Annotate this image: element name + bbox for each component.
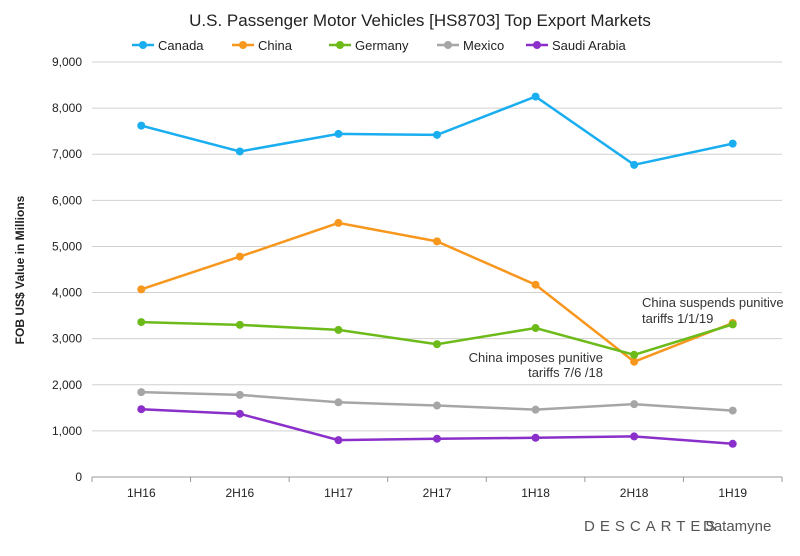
y-tick-label: 4,000	[52, 286, 82, 300]
annotation-china-suspends: China suspends punitive tariffs 1/1/19	[642, 295, 784, 326]
y-tick-label: 9,000	[52, 55, 82, 69]
x-tick-label: 1H17	[324, 486, 353, 500]
annotation-china-imposes: China imposes punitive tariffs 7/6 /18	[469, 350, 603, 380]
x-tick-label: 1H16	[127, 486, 156, 500]
y-axis: 0 1,000 2,000 3,000 4,000 5,000 6,000 7,000 8,00…	[52, 55, 82, 484]
data-point	[531, 405, 540, 414]
series-china	[137, 218, 737, 366]
y-axis-label: FOB US$ Value in Millions	[13, 195, 27, 344]
data-point	[531, 92, 540, 101]
legend-label: Germany	[355, 38, 409, 53]
legend-label: Saudi Arabia	[552, 38, 626, 53]
series-saudi-arabia	[137, 405, 737, 448]
annotation-line: China imposes punitive	[469, 350, 603, 365]
legend: Canada China Germany Mexico Saudi Arabia	[132, 38, 626, 53]
y-tick-label: 0	[75, 470, 82, 484]
x-tick-label: 2H17	[423, 486, 452, 500]
y-tick-label: 5,000	[52, 239, 82, 253]
x-axis: 1H16 2H16 1H17 2H17 1H18 2H18 1H19	[91, 477, 783, 500]
legend-label: China	[258, 38, 293, 53]
legend-label: Mexico	[463, 38, 504, 53]
descartes-logo: DESCARTES Datamyne	[584, 518, 771, 535]
series-canada	[137, 92, 737, 169]
y-tick-label: 1,000	[52, 424, 82, 438]
y-tick-label: 2,000	[52, 378, 82, 392]
y-tick-label: 6,000	[52, 193, 82, 207]
data-point	[137, 121, 146, 130]
legend-marker	[533, 41, 541, 49]
data-point	[531, 324, 540, 333]
data-point	[334, 129, 343, 138]
y-tick-label: 8,000	[52, 101, 82, 115]
data-point	[433, 401, 441, 410]
annotation-line: tariffs 7/6 /18	[528, 365, 603, 380]
legend-marker	[336, 41, 344, 49]
data-point	[235, 390, 244, 399]
data-point	[728, 139, 737, 148]
chart-title: U.S. Passenger Motor Vehicles [HS8703] T…	[189, 11, 651, 30]
series-group	[137, 92, 737, 448]
data-point	[334, 436, 343, 445]
legend-marker	[239, 41, 247, 49]
data-point	[531, 280, 540, 289]
data-point	[235, 409, 244, 418]
data-point	[137, 405, 146, 414]
data-point	[433, 434, 441, 443]
data-point	[334, 218, 343, 227]
legend-item: Saudi Arabia	[526, 38, 626, 53]
data-point	[235, 320, 244, 329]
annotation-line: China suspends punitive	[642, 295, 784, 310]
data-point	[137, 285, 146, 294]
data-point	[433, 237, 441, 246]
logo-text: DESCARTES	[584, 518, 720, 535]
grid	[92, 61, 782, 478]
data-point	[137, 318, 146, 327]
logo-suffix: Datamyne	[703, 518, 771, 535]
data-point	[630, 350, 639, 359]
data-point	[630, 432, 639, 441]
data-point	[630, 160, 639, 169]
data-point	[235, 147, 244, 156]
data-point	[235, 252, 244, 261]
series-mexico	[137, 388, 737, 415]
data-point	[728, 406, 737, 415]
annotation-line: tariffs 1/1/19	[642, 311, 713, 326]
legend-marker	[444, 41, 452, 49]
series-germany	[137, 318, 737, 359]
data-point	[728, 320, 737, 329]
data-point	[334, 325, 343, 334]
legend-marker	[139, 41, 147, 49]
legend-item: China	[232, 38, 293, 53]
data-point	[728, 439, 737, 448]
data-point	[531, 433, 540, 442]
data-point	[433, 340, 441, 349]
data-point	[334, 398, 343, 407]
y-tick-label: 7,000	[52, 147, 82, 161]
legend-item: Canada	[132, 38, 204, 53]
x-tick-label: 1H18	[521, 486, 550, 500]
legend-item: Mexico	[437, 38, 504, 53]
data-point	[137, 388, 146, 397]
x-tick-label: 2H18	[620, 486, 649, 500]
x-tick-label: 1H19	[718, 486, 747, 500]
legend-label: Canada	[158, 38, 204, 53]
legend-item: Germany	[329, 38, 409, 53]
data-point	[630, 400, 639, 409]
y-tick-label: 3,000	[52, 332, 82, 346]
data-point	[433, 130, 441, 139]
data-point	[630, 357, 639, 366]
x-tick-label: 2H16	[226, 486, 255, 500]
